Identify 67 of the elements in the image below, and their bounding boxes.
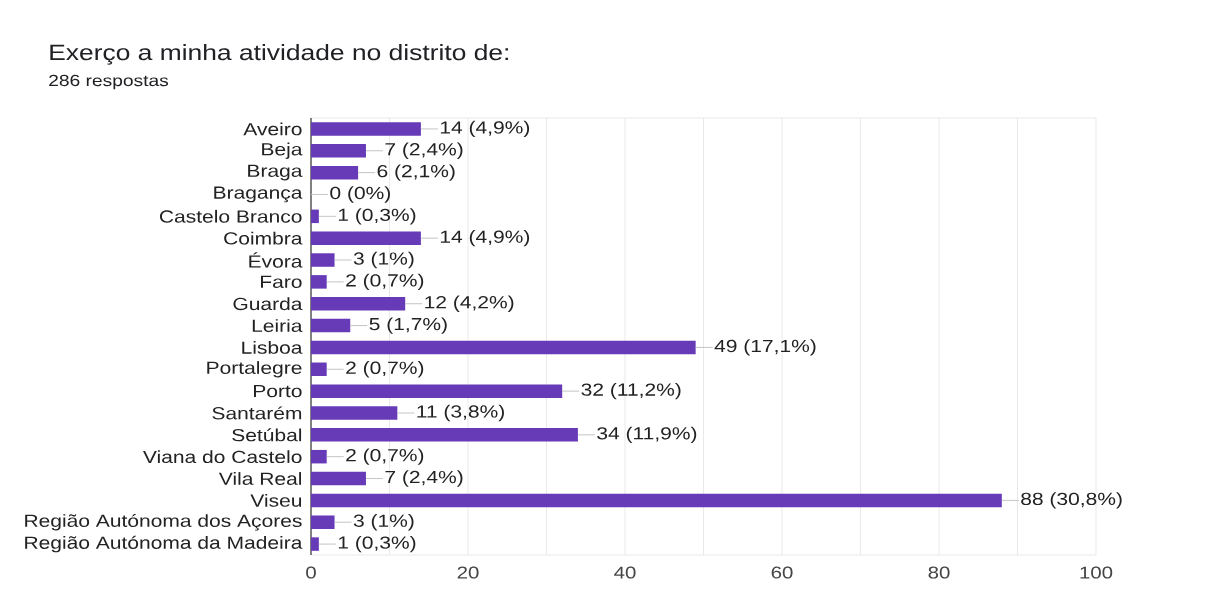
data-label: 49 (17,1%) [714,339,816,356]
bar [311,428,578,442]
y-tick-label: Portalegre [207,361,302,378]
x-tick-label: 100 [1080,566,1113,579]
data-label: 2 (0,7%) [346,361,424,378]
y-tick-label: Viseu [250,493,302,507]
y-tick-label: Região Autónoma dos Açores [25,513,302,531]
y-tick-label: Faro [261,275,302,288]
data-label: 3 (1%) [353,251,414,269]
y-tick-label: Castelo Branco [159,209,302,223]
bar [311,471,366,486]
data-label: 11 (3,8%) [417,404,504,422]
data-label: 2 (0,7%) [346,273,424,291]
y-tick-label: Leiria [252,319,303,333]
data-label: 6 (2,1%) [377,164,455,181]
y-tick-label: Lisboa [242,341,303,354]
data-label: 34 (11,9%) [597,426,697,443]
bar [311,449,327,464]
y-tick-label: Bragança [214,186,303,203]
data-label: 0 (0%) [330,186,390,203]
bar [311,340,696,355]
bar [311,318,351,333]
y-tick-label: Beja [262,142,303,159]
x-tick-label: 0 [306,566,316,579]
bar [311,253,335,267]
data-label: 32 (11,2%) [581,382,681,400]
y-tick-label: Setúbal [232,428,302,442]
data-label: 1 (0,3%) [338,535,416,553]
x-tick-label: 60 [771,566,793,579]
data-label: 3 (1%) [353,514,414,531]
data-label: 2 (0,7%) [346,448,424,465]
y-tick-label: Viana do Castelo [143,450,302,464]
bar [311,493,1002,508]
x-tick-label: 40 [614,566,636,579]
data-label: 7 (2,4%) [385,470,463,487]
bar [311,209,319,224]
bar [311,165,359,180]
y-tick-label: Vila Real [218,472,302,485]
bar [311,144,366,158]
bar [311,296,406,311]
bar [311,406,398,420]
bar [311,122,421,136]
y-tick-label: Guarda [233,297,303,311]
y-tick-label: Região Autónoma da Madeira [25,535,303,553]
bar [311,384,563,398]
y-tick-label: Braga [248,164,303,181]
y-tick-label: Coimbra [224,231,303,245]
x-tick-label: 20 [457,566,479,579]
bar [311,275,327,289]
data-label: 12 (4,2%) [425,295,514,312]
y-tick-label: Évora [249,252,303,268]
data-label: 14 (4,9%) [440,120,530,138]
y-tick-label: Porto [254,385,302,398]
data-label: 1 (0,3%) [338,208,416,225]
bar [311,362,327,377]
y-tick-label: Aveiro [243,122,302,136]
data-label: 5 (1,7%) [369,317,447,334]
bar [311,515,335,529]
text: 286 respostas [49,74,169,90]
chart-title: Exerço a minha atividade no distrito de: [50,44,508,65]
bar [311,537,319,551]
y-tick-label: Santarém [212,406,302,420]
data-label: 88 (30,8%) [1021,492,1122,509]
x-tick-label: 80 [928,566,950,579]
data-label: 14 (4,9%) [440,230,530,247]
bar [311,231,421,245]
data-label: 7 (2,4%) [385,142,463,159]
